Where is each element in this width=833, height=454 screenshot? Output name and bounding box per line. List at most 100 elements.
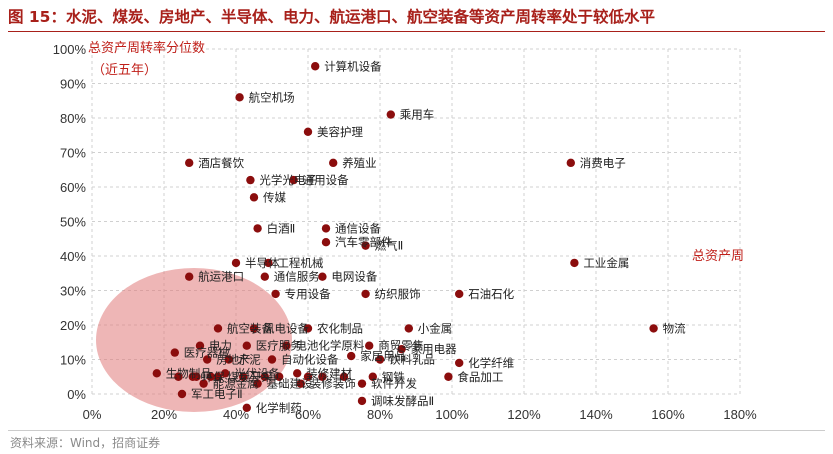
- data-point: [199, 379, 208, 388]
- data-point: [271, 289, 280, 299]
- data-point: [185, 158, 194, 168]
- data-point: [177, 389, 187, 399]
- point-label: 电池化学原料: [295, 339, 364, 353]
- data-point: [174, 372, 183, 381]
- data-point: [192, 372, 201, 381]
- data-point: [213, 324, 223, 333]
- x-tick-label: 40%: [223, 407, 249, 422]
- data-point: [206, 372, 215, 381]
- data-point: [239, 372, 248, 381]
- y-axis-label-sub: （近五年）: [92, 63, 157, 78]
- point-label: 家用电器: [411, 342, 457, 356]
- x-tick-label: 140%: [579, 407, 613, 422]
- data-point: [235, 93, 244, 102]
- point-label: 化学制药: [256, 401, 302, 415]
- data-point: [260, 372, 269, 381]
- data-point: [361, 289, 370, 299]
- data-point: [203, 355, 212, 364]
- data-point: [303, 127, 313, 136]
- point-label: 煤炭开采: [227, 370, 273, 384]
- data-point: [303, 372, 313, 381]
- y-tick-label: 30%: [60, 284, 86, 299]
- point-label: 风电设备: [263, 321, 309, 335]
- data-point: [375, 355, 385, 364]
- x-tick-label: 0%: [83, 407, 102, 422]
- point-label: 环保: [202, 370, 225, 384]
- y-tick-label: 40%: [60, 249, 86, 264]
- point-label: 饮料乳品: [389, 353, 435, 367]
- y-tick-label: 100%: [53, 42, 87, 57]
- data-point: [321, 238, 331, 247]
- data-point: [249, 324, 259, 333]
- point-label: 商贸零售: [378, 339, 424, 353]
- point-label: 工程机械: [277, 256, 323, 270]
- data-points: [152, 62, 658, 412]
- y-tick-label: 20%: [60, 318, 86, 333]
- data-point: [293, 369, 302, 378]
- point-label: 基础建设: [267, 377, 313, 391]
- data-point: [368, 372, 377, 381]
- x-tick-label: 20%: [151, 407, 177, 422]
- data-point: [296, 379, 305, 388]
- data-point: [242, 341, 251, 350]
- data-point: [249, 193, 259, 202]
- point-label: 电网设备: [331, 270, 377, 284]
- point-label: 化学纤维: [468, 356, 514, 370]
- point-label: 能源金属: [213, 377, 259, 391]
- data-point: [170, 348, 179, 357]
- x-tick-label: 80%: [367, 407, 393, 422]
- point-label: 半导体: [245, 256, 280, 270]
- point-label: 农化制品: [317, 321, 363, 335]
- y-tick-label: 60%: [60, 180, 86, 195]
- x-tick-labels: 0% 20% 40% 60% 80% 100% 120% 140% 160% 180%: [83, 407, 757, 422]
- data-point: [321, 224, 331, 233]
- point-label: 小金属: [418, 321, 453, 335]
- y-tick-label: 0%: [67, 387, 86, 402]
- data-point: [275, 372, 284, 381]
- point-label: 装修装饰: [310, 377, 356, 391]
- point-label: 生物制品: [166, 366, 212, 380]
- point-label: 酒店餐饮: [198, 156, 244, 170]
- data-point: [357, 396, 367, 406]
- x-tick-label: 160%: [651, 407, 685, 422]
- y-tick-labels: 0% 10% 20% 30% 40% 50% 60% 70% 80% 90% 100%: [53, 42, 87, 402]
- point-label: 自动化设备: [281, 353, 339, 367]
- point-label: 光伏设备: [234, 366, 280, 380]
- source-note: 资料来源：Wind，招商证券: [10, 436, 161, 450]
- y-tick-label: 10%: [60, 353, 86, 368]
- x-tick-label: 180%: [723, 407, 757, 422]
- point-label: 软件开发: [371, 377, 417, 391]
- data-point: [282, 341, 291, 350]
- data-point: [152, 369, 161, 378]
- data-point: [570, 258, 579, 268]
- point-label: 光学光电子: [259, 173, 317, 187]
- data-point: [311, 62, 320, 71]
- data-point: [221, 369, 230, 378]
- point-label: 乘用车: [400, 108, 435, 122]
- point-label: 航运港口: [198, 270, 244, 284]
- data-point: [260, 272, 269, 281]
- point-label: 装修建材: [306, 366, 352, 380]
- data-point: [231, 258, 241, 268]
- point-label: 房地产: [216, 353, 251, 367]
- data-point: [264, 258, 273, 268]
- point-label: 工业金属: [583, 256, 629, 270]
- point-label: 调味发酵品Ⅱ: [371, 394, 434, 408]
- point-label: 石油石化: [468, 287, 514, 301]
- data-point: [267, 355, 277, 364]
- scatter-chart: 0% 20% 40% 60% 80% 100% 120% 140% 160% 180% 0% 10%…: [53, 40, 757, 422]
- data-point: [365, 341, 374, 350]
- point-label: 传媒: [263, 190, 286, 204]
- data-point: [455, 289, 464, 299]
- y-tick-label: 80%: [60, 111, 86, 126]
- x-tick-label: 60%: [295, 407, 321, 422]
- data-point: [318, 372, 327, 381]
- data-point: [185, 272, 194, 281]
- data-point: [404, 324, 413, 333]
- point-label: 通信服务: [274, 270, 320, 284]
- point-label: 美容护理: [317, 125, 363, 139]
- data-point: [246, 175, 255, 185]
- y-axis-label: 总资产周转率分位数: [88, 40, 205, 56]
- data-point: [253, 379, 262, 388]
- y-tick-label: 90%: [60, 77, 86, 92]
